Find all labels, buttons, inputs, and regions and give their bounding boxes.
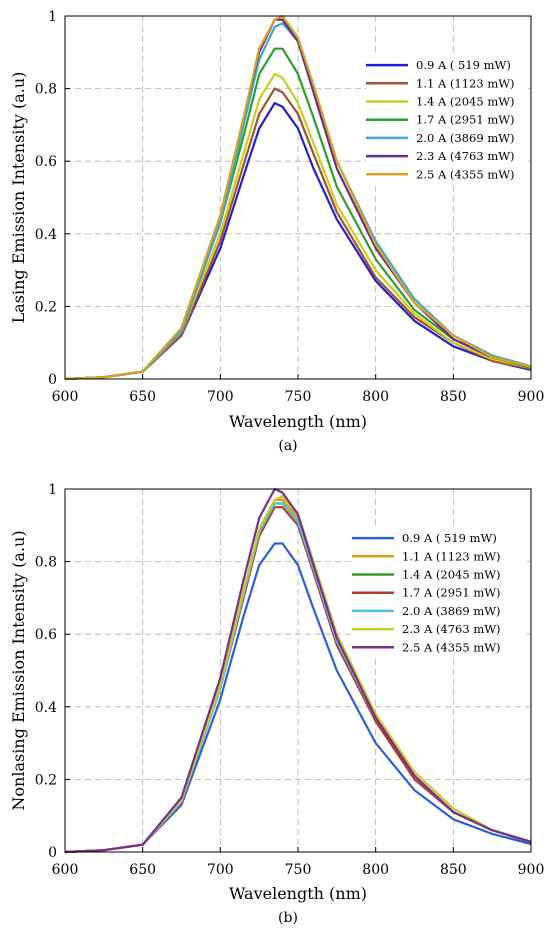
y-tick-label: 0 xyxy=(48,845,57,861)
y-tick-label: 0.2 xyxy=(35,299,57,315)
x-tick-label: 600 xyxy=(52,862,79,878)
x-tick-label: 750 xyxy=(285,862,312,878)
legend-label-4: 2.0 A (3869 mW) xyxy=(416,131,515,145)
legend-label-2: 1.4 A (2045 mW) xyxy=(416,95,515,109)
legend-label-3: 1.7 A (2951 mW) xyxy=(402,586,501,600)
legend-label-4: 2.0 A (3869 mW) xyxy=(402,604,501,618)
x-tick-label: 800 xyxy=(362,862,389,878)
x-axis-title: Wavelength (nm) xyxy=(229,412,367,431)
panel-label: (b) xyxy=(278,910,298,926)
legend-label-3: 1.7 A (2951 mW) xyxy=(416,113,515,127)
legend-label-5: 2.3 A (4763 mW) xyxy=(402,622,501,636)
y-tick-label: 0.8 xyxy=(35,82,57,98)
legend: 0.9 A ( 519 mW) 1.1 A (1123 mW) 1.4 A (204… xyxy=(366,55,528,185)
series-line-6 xyxy=(64,487,532,854)
x-tick-label: 850 xyxy=(440,862,467,878)
legend-label-0: 0.9 A ( 519 mW) xyxy=(416,58,511,72)
series-line-1 xyxy=(64,87,532,381)
y-tick-label: 0.8 xyxy=(35,555,57,571)
x-tick-label: 650 xyxy=(129,389,156,405)
panel-label: (a) xyxy=(278,438,297,454)
y-axis-title: Lasing Emission Intensity (a.u) xyxy=(9,72,28,324)
y-tick-label: 0 xyxy=(48,372,57,388)
x-tick-label: 900 xyxy=(518,862,545,878)
x-tick-label: 750 xyxy=(285,389,312,405)
x-tick-label: 600 xyxy=(52,389,79,405)
legend-label-1: 1.1 A (1123 mW) xyxy=(416,76,515,90)
y-tick-label: 1 xyxy=(48,482,57,498)
x-tick-label: 700 xyxy=(207,389,234,405)
legend-label-1: 1.1 A (1123 mW) xyxy=(402,549,501,563)
y-tick-label: 0.6 xyxy=(35,154,57,170)
y-tick-label: 0.2 xyxy=(35,772,57,788)
y-axis-title: Nonlasing Emission Intensity (a.u) xyxy=(9,530,28,810)
legend: 0.9 A ( 519 mW) 1.1 A (1123 mW) 1.4 A (204… xyxy=(352,528,527,658)
x-tick-label: 900 xyxy=(518,389,545,405)
legend-label-5: 2.3 A (4763 mW) xyxy=(416,149,515,163)
legend-label-0: 0.9 A ( 519 mW) xyxy=(402,531,497,545)
x-tick-label: 700 xyxy=(207,862,234,878)
y-tick-label: 0.4 xyxy=(35,227,57,243)
y-tick-label: 1 xyxy=(48,9,57,25)
chart-panel-a: 600 650 700 750 800 850 900 0 0.2 0.4 0.6 0.8 1 Wavel… xyxy=(9,9,544,454)
x-axis-title: Wavelength (nm) xyxy=(229,884,367,903)
chart-panel-b: 600 650 700 750 800 850 900 0 0.2 0.4 0.6 0.8 1 Wavel… xyxy=(9,482,544,926)
x-tick-label: 850 xyxy=(440,389,467,405)
y-tick-label: 0.4 xyxy=(35,700,57,716)
legend-label-6: 2.5 A (4355 mW) xyxy=(402,640,501,654)
y-tick-label: 0.6 xyxy=(35,627,57,643)
x-tick-label: 650 xyxy=(129,862,156,878)
series-line-4 xyxy=(64,22,532,381)
x-tick-label: 800 xyxy=(362,389,389,405)
legend-label-6: 2.5 A (4355 mW) xyxy=(416,167,515,181)
legend-label-2: 1.4 A (2045 mW) xyxy=(402,568,501,582)
series-line-0 xyxy=(64,542,532,854)
series-line-5 xyxy=(64,495,532,854)
